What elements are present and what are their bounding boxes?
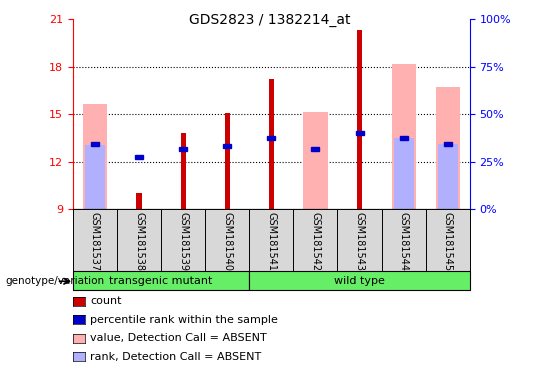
- Bar: [394, 138, 414, 209]
- Text: wild type: wild type: [334, 276, 385, 286]
- Bar: [73, 271, 249, 290]
- Text: GSM181542: GSM181542: [310, 212, 320, 271]
- Bar: [91, 142, 99, 146]
- Text: value, Detection Call = ABSENT: value, Detection Call = ABSENT: [90, 333, 267, 343]
- Bar: [249, 271, 470, 290]
- Text: GSM181544: GSM181544: [399, 212, 409, 271]
- Text: GSM181539: GSM181539: [178, 212, 188, 271]
- Text: genotype/variation: genotype/variation: [5, 276, 105, 286]
- Bar: [225, 113, 230, 209]
- Bar: [269, 79, 274, 209]
- Bar: [312, 147, 320, 151]
- Text: GSM181538: GSM181538: [134, 212, 144, 271]
- Bar: [400, 136, 408, 140]
- Bar: [137, 194, 141, 209]
- Bar: [444, 142, 452, 146]
- Text: GSM181541: GSM181541: [266, 212, 276, 271]
- Text: percentile rank within the sample: percentile rank within the sample: [90, 315, 278, 325]
- Bar: [438, 144, 458, 209]
- Bar: [83, 104, 107, 209]
- Bar: [436, 87, 460, 209]
- Text: count: count: [90, 296, 122, 306]
- Text: GSM181540: GSM181540: [222, 212, 232, 271]
- Text: transgenic mutant: transgenic mutant: [110, 276, 213, 286]
- Text: GSM181543: GSM181543: [355, 212, 365, 271]
- Bar: [357, 30, 362, 209]
- Bar: [303, 112, 328, 209]
- Text: GSM181537: GSM181537: [90, 212, 100, 271]
- Bar: [135, 155, 143, 159]
- Bar: [223, 144, 231, 148]
- Bar: [392, 64, 416, 209]
- Bar: [85, 145, 105, 209]
- Bar: [267, 136, 275, 140]
- Text: rank, Detection Call = ABSENT: rank, Detection Call = ABSENT: [90, 352, 261, 362]
- Bar: [180, 133, 186, 209]
- Text: GSM181545: GSM181545: [443, 212, 453, 271]
- Text: GDS2823 / 1382214_at: GDS2823 / 1382214_at: [189, 13, 351, 27]
- Bar: [355, 131, 363, 135]
- Bar: [179, 147, 187, 151]
